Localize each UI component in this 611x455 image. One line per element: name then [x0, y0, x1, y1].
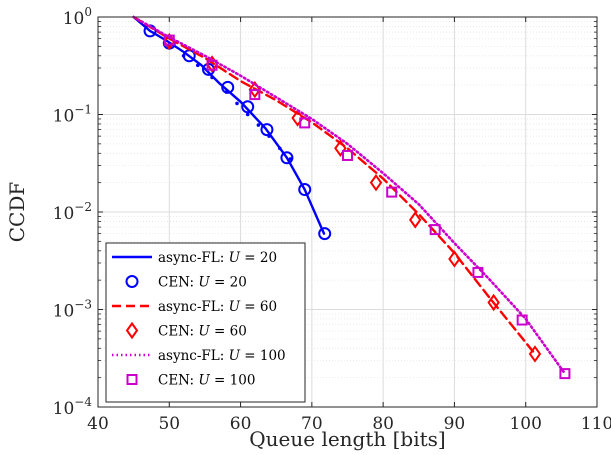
y-axis-label: CCDF — [5, 182, 29, 243]
series-line-5 — [132, 15, 567, 375]
data-point-circle — [260, 123, 274, 137]
data-point-dot — [235, 101, 239, 106]
legend: async-FL: U = 20 CEN: U = 20 async-FL: U =… — [105, 242, 306, 403]
x-axis-label: Queue length [bits] — [249, 427, 445, 451]
data-point-diamond — [291, 109, 304, 127]
legend-entry-label: CEN: U = 20 — [158, 275, 247, 291]
legend-entry-label: async-FL: U = 100 — [158, 348, 286, 364]
data-point-circle — [298, 183, 312, 197]
data-point-diamond — [408, 211, 422, 229]
data-point-dot — [196, 63, 200, 68]
data-point-dot — [256, 123, 261, 127]
data-point-square — [299, 117, 311, 129]
legend-box — [105, 242, 306, 403]
legend-entry-label: async-FL: U = 20 — [158, 250, 277, 266]
data-point-square — [559, 368, 571, 380]
data-point-circle — [318, 227, 332, 241]
x-tick-label: 80 — [372, 414, 394, 434]
legend-entry-label: async-FL: U = 60 — [158, 299, 277, 315]
grid — [98, 17, 597, 407]
x-tick-label: 60 — [230, 414, 252, 434]
data-point-circle — [241, 100, 255, 114]
data-point-square — [386, 186, 398, 198]
data-point-square — [342, 149, 353, 161]
x-tick-label: 70 — [301, 414, 323, 434]
y-tick-label: 10−3 — [53, 298, 92, 322]
data-point-square — [429, 224, 441, 236]
data-point-dot — [288, 157, 293, 161]
data-point-diamond — [528, 345, 542, 363]
legend-marker-swatch — [125, 321, 139, 340]
y-tick-label: 10−2 — [53, 200, 92, 224]
series-line-0 — [132, 15, 326, 235]
data-point-square — [516, 314, 528, 326]
data-point-dot — [245, 112, 250, 117]
data-point-diamond — [448, 250, 461, 268]
series-layer — [132, 15, 571, 380]
y-tick-label: 10−1 — [53, 103, 92, 127]
x-tick-label: 90 — [444, 414, 466, 434]
data-point-square — [472, 266, 484, 278]
data-point-square — [206, 59, 218, 71]
y-tick-label: 10−4 — [53, 395, 93, 419]
legend-entry-label: CEN: U = 100 — [158, 373, 255, 389]
data-point-dot — [224, 90, 229, 94]
data-point-square — [249, 89, 261, 101]
x-tick-label: 110 — [581, 414, 611, 434]
x-tick-label: 50 — [158, 414, 180, 434]
legend-entry-label: CEN: U = 60 — [158, 324, 247, 340]
data-point-square — [163, 34, 175, 46]
series-line-3 — [132, 15, 537, 356]
legend-marker-swatch — [125, 275, 139, 288]
x-tick-label: 100 — [509, 414, 541, 434]
data-point-dot — [267, 134, 271, 138]
data-point-dot — [181, 53, 186, 58]
data-point-dot — [210, 75, 214, 80]
data-point-dot — [277, 146, 282, 151]
data-point-circle — [280, 151, 294, 165]
ticks: 40 50 60 70 80 90 100 110 100 10−1 10−2 10−3 10−4 — [53, 5, 611, 434]
x-tick-label: 40 — [87, 414, 109, 434]
data-point-diamond — [369, 173, 383, 192]
data-point-diamond — [487, 293, 500, 312]
data-point-diamond — [334, 139, 347, 158]
y-tick-label: 100 — [63, 5, 92, 29]
legend-marker-swatch — [126, 374, 138, 385]
